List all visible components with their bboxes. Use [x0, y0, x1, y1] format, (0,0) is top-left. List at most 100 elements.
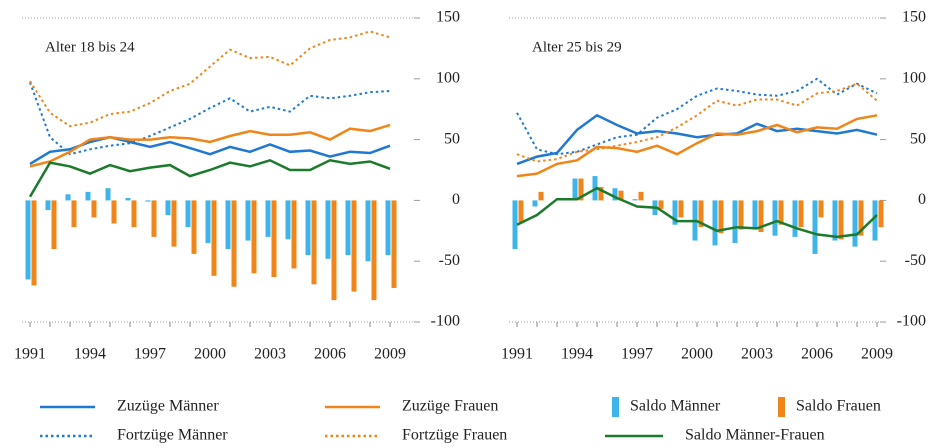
bar	[858, 200, 864, 236]
bar	[538, 191, 544, 201]
bar	[205, 200, 211, 243]
x-tick-label: 2006	[801, 346, 833, 363]
y-tick-label: 100	[902, 69, 926, 86]
bar	[51, 200, 57, 250]
bar	[391, 200, 397, 288]
bar	[211, 200, 217, 276]
bar	[85, 191, 91, 201]
bar	[658, 200, 664, 209]
bar	[632, 199, 638, 201]
bar	[125, 197, 131, 201]
bar	[311, 200, 317, 285]
bar	[245, 200, 251, 241]
bar	[818, 200, 824, 218]
line-series	[516, 82, 878, 163]
bar	[752, 200, 758, 230]
legend-label: Saldo Männer-Frauen	[685, 427, 825, 444]
bar	[31, 200, 37, 286]
bar	[91, 200, 97, 218]
legend-label: Fortzüge Männer	[117, 427, 228, 444]
legend-swatch	[612, 397, 619, 417]
x-tick-label: 2009	[861, 346, 893, 363]
line-series	[516, 77, 878, 156]
bar	[225, 200, 231, 250]
line-series	[516, 186, 878, 239]
x-tick-label: 2009	[374, 346, 406, 363]
bar	[678, 200, 684, 218]
line-series	[516, 114, 878, 178]
panel-title: Alter 25 bis 29	[532, 39, 622, 55]
bar	[331, 200, 337, 301]
bar	[872, 200, 878, 241]
bar	[578, 178, 584, 201]
x-tick-label: 1991	[14, 346, 46, 363]
bar	[165, 200, 171, 215]
bar	[371, 200, 377, 301]
bar	[618, 190, 624, 201]
bar	[291, 200, 297, 269]
bar	[231, 200, 237, 287]
bar	[838, 200, 844, 240]
y-tick-label: 150	[902, 9, 926, 26]
bar	[532, 200, 538, 207]
x-tick-label: 1997	[134, 346, 166, 363]
legend-label: Zuzüge Männer	[117, 398, 219, 415]
bar	[572, 178, 578, 201]
legend-swatch	[778, 397, 785, 417]
bar	[365, 200, 371, 262]
bar	[712, 200, 718, 246]
bar	[345, 200, 351, 256]
x-tick-label: 2000	[194, 346, 226, 363]
bar	[638, 191, 644, 201]
legend-label: Saldo Frauen	[796, 398, 881, 415]
bar	[698, 200, 704, 228]
bar	[131, 200, 137, 228]
legend-label: Fortzüge Frauen	[402, 427, 507, 444]
y-tick-label: 50	[444, 130, 460, 147]
bar	[612, 188, 618, 201]
x-tick-label: 1994	[561, 346, 593, 363]
line-series	[28, 158, 391, 198]
bar	[185, 200, 191, 228]
bar	[145, 200, 151, 202]
bar	[171, 200, 177, 247]
panel-title: Alter 18 bis 24	[45, 39, 135, 55]
bar	[351, 200, 357, 292]
bar	[738, 200, 744, 230]
bar	[45, 200, 51, 211]
x-tick-label: 1997	[621, 346, 653, 363]
bar	[285, 200, 291, 240]
y-tick-label: 100	[436, 69, 460, 86]
bar	[792, 200, 798, 237]
y-tick-label: 150	[436, 9, 460, 26]
line-series	[29, 30, 391, 128]
y-tick-label: -100	[897, 313, 926, 330]
bar	[251, 200, 257, 274]
bar	[812, 200, 818, 254]
x-tick-label: 1994	[74, 346, 106, 363]
bar	[305, 200, 311, 256]
bar	[71, 200, 77, 228]
y-tick-label: 0	[918, 191, 926, 208]
bar	[852, 200, 858, 247]
line-series	[516, 113, 878, 166]
bar	[758, 200, 764, 233]
line-series	[29, 82, 391, 156]
bar	[271, 200, 277, 278]
legend-label: Saldo Männer	[630, 398, 721, 415]
bar	[25, 200, 31, 280]
bar	[832, 200, 838, 241]
legend-label: Zuzüge Frauen	[402, 398, 498, 415]
bar	[151, 200, 157, 237]
bar	[385, 200, 391, 256]
bar	[878, 200, 884, 228]
x-tick-label: 1991	[501, 346, 533, 363]
y-tick-label: 50	[910, 130, 926, 147]
bar	[778, 200, 784, 225]
bar	[512, 200, 518, 250]
x-tick-label: 2000	[681, 346, 713, 363]
bar	[65, 194, 71, 201]
line-series	[29, 123, 391, 168]
bar	[265, 200, 271, 237]
